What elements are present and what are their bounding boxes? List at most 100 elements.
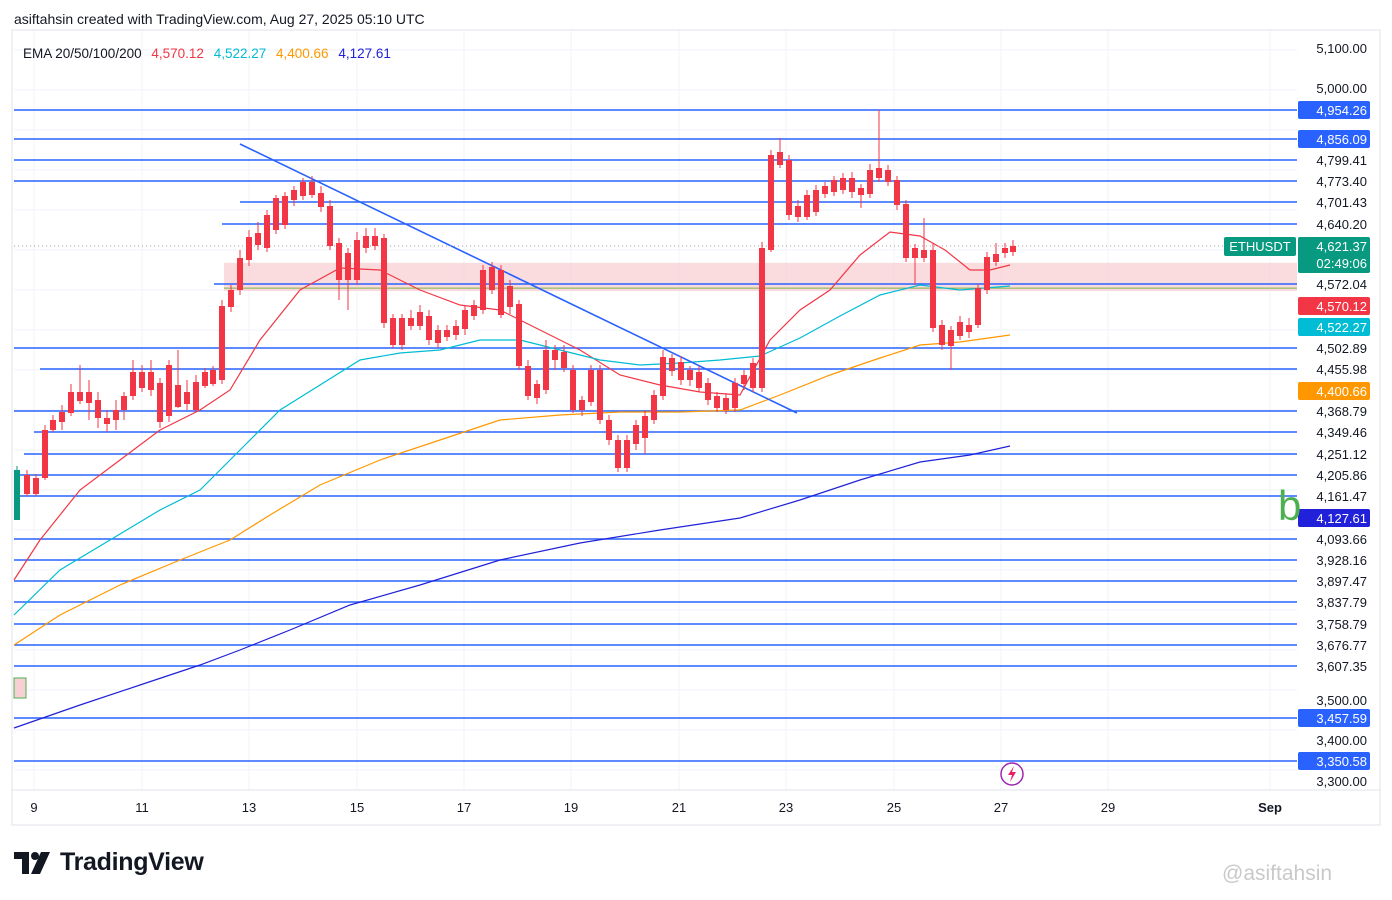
candle-body <box>714 396 720 408</box>
candle-body <box>300 182 306 196</box>
level-label: 3,676.77 <box>1316 638 1367 653</box>
candle-body <box>597 370 603 420</box>
level-label: 3,837.79 <box>1316 595 1367 610</box>
candle-body <box>202 372 208 386</box>
candle-body <box>318 193 324 207</box>
candle-body <box>651 395 657 420</box>
candle-body <box>867 170 873 194</box>
candle-body <box>696 372 702 388</box>
candle-body <box>327 206 333 246</box>
time-tick-label: 27 <box>994 800 1008 815</box>
candle-body <box>786 160 792 215</box>
candle-body <box>984 257 990 290</box>
price-badge <box>1298 382 1370 400</box>
chart-header: asiftahsin created with TradingView.com,… <box>14 11 425 27</box>
candle-body <box>489 267 495 290</box>
author-watermark: @asiftahsin <box>1222 862 1333 885</box>
candle-body <box>246 237 252 260</box>
ema-200-value: 4,127.61 <box>338 46 391 61</box>
candle-body <box>903 204 909 258</box>
ema-legend[interactable]: EMA 20/50/100/200 4,570.12 4,522.27 4,40… <box>23 46 397 61</box>
time-tick-label: 11 <box>135 800 149 815</box>
candle-body <box>228 290 234 307</box>
candle-body <box>336 243 342 280</box>
candle-body <box>777 152 783 165</box>
candle-body <box>354 240 360 280</box>
time-tick-label: 15 <box>350 800 364 815</box>
tradingview-logo-icon <box>14 851 50 874</box>
candle-body <box>24 475 30 494</box>
candle-body <box>291 190 297 200</box>
candle-body <box>840 178 846 190</box>
candle-body <box>894 180 900 205</box>
time-tick-label: 19 <box>564 800 578 815</box>
candle-body <box>453 326 459 335</box>
candle-body <box>273 198 279 230</box>
candle-body <box>148 372 154 390</box>
candle-body <box>282 196 288 225</box>
price-tick-label: 5,100.00 <box>1316 41 1367 56</box>
candle-body <box>615 440 621 468</box>
candle-body <box>534 384 540 398</box>
ema-legend-label: EMA 20/50/100/200 <box>23 46 142 61</box>
level-badge <box>1298 709 1370 727</box>
ema-50-value: 4,522.27 <box>213 46 267 61</box>
candlesticks <box>14 110 1016 520</box>
level-badge-label: 4,856.09 <box>1316 132 1367 147</box>
candle-body <box>1010 246 1016 252</box>
candle-body <box>86 392 92 403</box>
price-axis: 5,100.00 5,000.00 3,500.00 3,400.00 3,300.00… <box>1224 41 1370 789</box>
level-label: 3,928.16 <box>1316 553 1367 568</box>
candle-body <box>939 325 945 345</box>
candle-body <box>723 398 729 410</box>
candle-body <box>444 330 450 337</box>
lightning-bolt-icon <box>1008 766 1016 782</box>
candle-body <box>912 248 918 258</box>
time-axis: 9 11 13 15 17 19 21 23 25 27 29 Sep <box>11 29 1381 826</box>
time-tick-label: 29 <box>1101 800 1115 815</box>
level-label: 4,349.46 <box>1316 425 1367 440</box>
candle-body <box>525 366 531 396</box>
price-badge-label: 4,570.12 <box>1316 299 1367 314</box>
candle-body <box>858 188 864 195</box>
candle-body <box>957 322 963 336</box>
level-label: 4,455.98 <box>1316 362 1367 377</box>
level-label: 4,502.89 <box>1316 341 1367 356</box>
candle-body <box>507 286 513 307</box>
price-badge-label: 4,127.61 <box>1316 511 1367 526</box>
symbol-tag <box>1224 237 1296 256</box>
time-tick-label: 25 <box>887 800 901 815</box>
candle-body <box>426 316 432 340</box>
candle-body <box>669 358 675 371</box>
candle-body <box>768 155 774 250</box>
candle-body <box>606 420 612 440</box>
candle-body <box>966 325 972 332</box>
candle-body <box>552 350 558 360</box>
candle-body <box>14 470 20 520</box>
time-tick-label: 21 <box>672 800 686 815</box>
price-badge-label: 4,621.37 <box>1316 239 1367 254</box>
price-badge <box>1298 237 1370 273</box>
ema-100-value: 4,400.66 <box>276 46 329 61</box>
grid-lines <box>14 30 1297 790</box>
level-label: 4,799.41 <box>1316 153 1367 168</box>
candle-body <box>795 206 801 217</box>
candle-body <box>59 412 65 422</box>
candle-body <box>130 372 136 396</box>
time-tick-label: 23 <box>779 800 793 815</box>
candle-body <box>184 392 190 404</box>
candle-body <box>390 318 396 345</box>
candle-body <box>948 330 954 346</box>
tradingview-logo[interactable]: TradingView <box>14 848 204 877</box>
level-label: 4,773.40 <box>1316 174 1367 189</box>
candle-body <box>345 253 351 280</box>
level-label: 4,093.66 <box>1316 532 1367 547</box>
candle-body <box>849 178 855 192</box>
candle-body <box>175 385 181 407</box>
candle-body <box>579 400 585 410</box>
level-label: 4,640.20 <box>1316 217 1367 232</box>
candle-body <box>399 318 405 345</box>
candle-body <box>462 310 468 329</box>
green-b-marker: b <box>1278 482 1301 529</box>
